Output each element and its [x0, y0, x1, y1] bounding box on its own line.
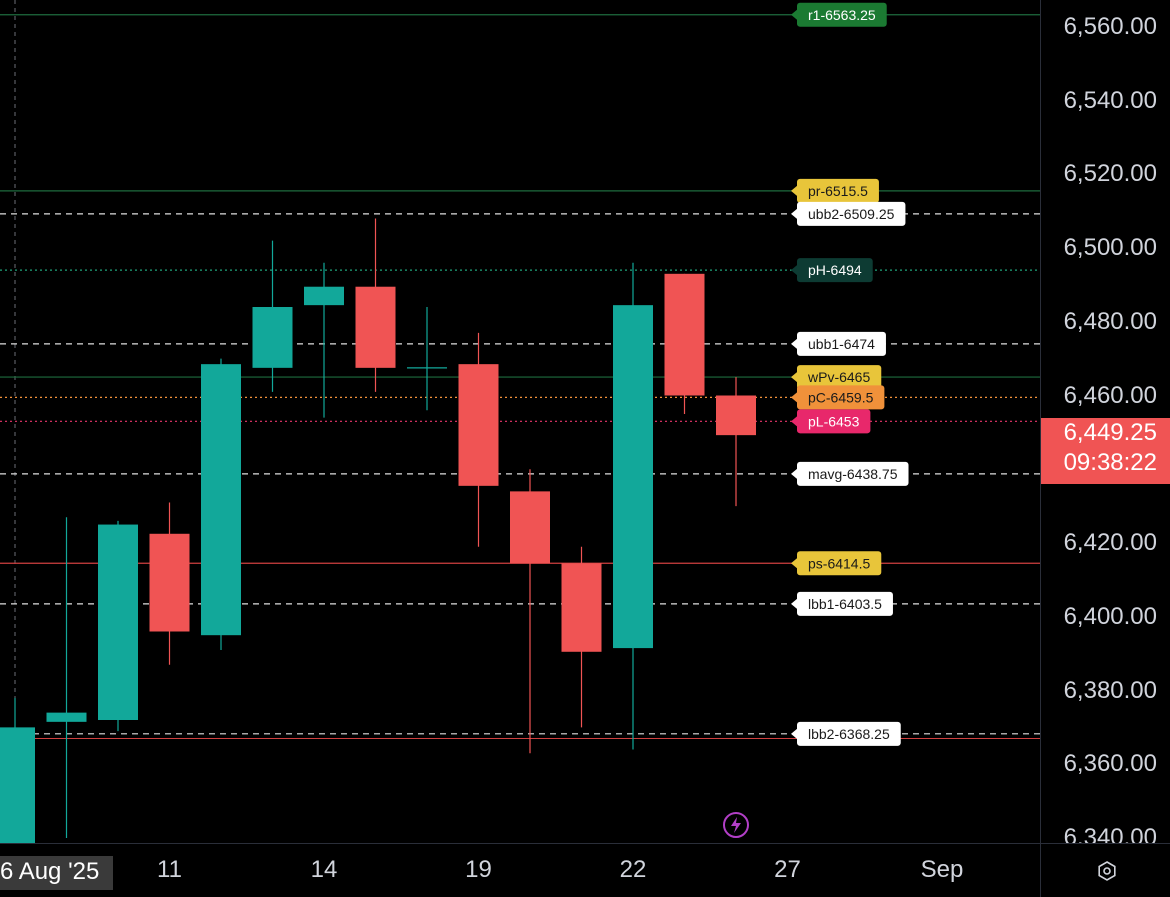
last-price-value: 6,449.25: [1063, 419, 1157, 447]
level-label-text: ubb2-6509.25: [808, 206, 895, 222]
candle-body: [664, 273, 705, 396]
level-label-text: r1-6563.25: [808, 7, 876, 23]
level-label-notch: [791, 185, 797, 196]
candle-body: [201, 364, 241, 636]
price-tick-label: 6,380.00: [1063, 676, 1157, 704]
candle-body: [304, 286, 344, 306]
level-label: pL-6453: [791, 409, 871, 434]
price-tick-label: 6,480.00: [1063, 307, 1157, 335]
last-price-label: 6,449.25 09:38:22: [1041, 418, 1170, 485]
price-tick-label: 6,520.00: [1063, 160, 1157, 188]
candle-body: [613, 305, 653, 649]
level-label-box: [797, 258, 873, 283]
level-label-text: pr-6515.5: [808, 183, 868, 199]
price-tick-label: 6,340.00: [1063, 824, 1157, 843]
time-tick-label: 22: [619, 856, 647, 883]
level-label: mavg-6438.75: [791, 461, 909, 486]
candle-body: [46, 712, 87, 722]
time-axis[interactable]: 6 Aug '25 11 14 19 22 27 Sep: [0, 843, 1040, 897]
countdown-timer: 09:38:22: [1063, 449, 1157, 477]
level-label-notch: [791, 598, 797, 609]
time-tick-label: 11: [157, 856, 182, 883]
level-label-box: [797, 2, 887, 27]
level-label-box: [797, 551, 882, 576]
level-label-notch: [791, 392, 797, 403]
level-label-text: wPv-6465: [807, 369, 870, 385]
level-label-notch: [791, 468, 797, 479]
level-label-notch: [791, 208, 797, 219]
level-label: ubb1-6474: [791, 331, 886, 356]
flash-icon[interactable]: [722, 811, 750, 839]
price-tick-label: 6,560.00: [1063, 12, 1157, 40]
level-label-text: ps-6414.5: [808, 555, 870, 571]
level-label-notch: [791, 416, 797, 427]
level-label-box: [797, 385, 885, 410]
candle-body: [149, 533, 190, 632]
level-label: ps-6414.5: [791, 551, 882, 576]
level-label-text: lbb1-6403.5: [808, 596, 882, 612]
level-label-box: [797, 201, 906, 226]
time-tick-label: Sep: [920, 856, 964, 883]
level-label-notch: [791, 728, 797, 739]
level-label-text: mavg-6438.75: [808, 466, 898, 482]
time-axis-first-label: 6 Aug '25: [0, 856, 114, 890]
candle-body: [716, 395, 756, 436]
level-label: pr-6515.5: [791, 178, 879, 203]
level-label: ubb2-6509.25: [791, 201, 906, 226]
level-label-notch: [791, 9, 797, 20]
candle-body: [510, 491, 550, 564]
level-label-text: ubb1-6474: [808, 336, 875, 352]
price-tick-label: 6,420.00: [1063, 529, 1157, 556]
candle-body: [561, 563, 602, 652]
time-tick-label: 27: [774, 856, 801, 883]
axis-corner: [1040, 843, 1170, 897]
settings-icon[interactable]: [1096, 860, 1118, 882]
level-label-notch: [791, 372, 797, 383]
level-label-box: [797, 331, 886, 356]
level-label-notch: [791, 558, 797, 569]
level-label-text: pH-6494: [808, 262, 862, 278]
level-label-text: pL-6453: [808, 413, 860, 429]
price-tick-label: 6,400.00: [1063, 602, 1157, 630]
level-label-notch: [791, 265, 797, 276]
level-label-box: [797, 365, 882, 390]
candle-body: [252, 307, 293, 368]
time-tick-label: 14: [310, 856, 338, 883]
level-label: pC-6459.5: [791, 385, 885, 410]
candlestick-plot[interactable]: r1-6563.25 pr-6515.5 ubb2-6509.25 pH-6494 ub…: [0, 0, 1040, 843]
chart-plot-area[interactable]: r1-6563.25 pr-6515.5 ubb2-6509.25 pH-6494 ub…: [0, 0, 1040, 843]
time-tick-label: 19: [465, 856, 492, 883]
level-label-box: [797, 409, 871, 434]
level-label: pH-6494: [791, 258, 873, 283]
candle-body: [458, 364, 499, 486]
level-label-box: [797, 178, 879, 203]
price-tick-label: 6,500.00: [1063, 234, 1157, 261]
level-label: lbb2-6368.25: [791, 721, 901, 746]
level-label: lbb1-6403.5: [791, 591, 893, 616]
candle-body: [355, 286, 396, 368]
candle-body: [0, 727, 35, 843]
level-label-box: [797, 591, 893, 616]
level-label-box: [797, 721, 901, 746]
level-label: r1-6563.25: [791, 2, 887, 27]
level-label-box: [797, 461, 909, 486]
level-label-notch: [791, 338, 797, 349]
price-tick-label: 6,540.00: [1063, 86, 1157, 114]
price-axis[interactable]: 6,340.00 6,360.00 6,380.00 6,400.00 6,420.00…: [1040, 0, 1170, 843]
price-tick-label: 6,460.00: [1063, 381, 1157, 409]
price-tick-label: 6,360.00: [1063, 750, 1157, 778]
candle-body: [98, 524, 138, 720]
level-label-text: lbb2-6368.25: [808, 726, 890, 742]
level-label-text: pC-6459.5: [808, 389, 874, 405]
level-label: wPv-6465: [791, 365, 882, 390]
